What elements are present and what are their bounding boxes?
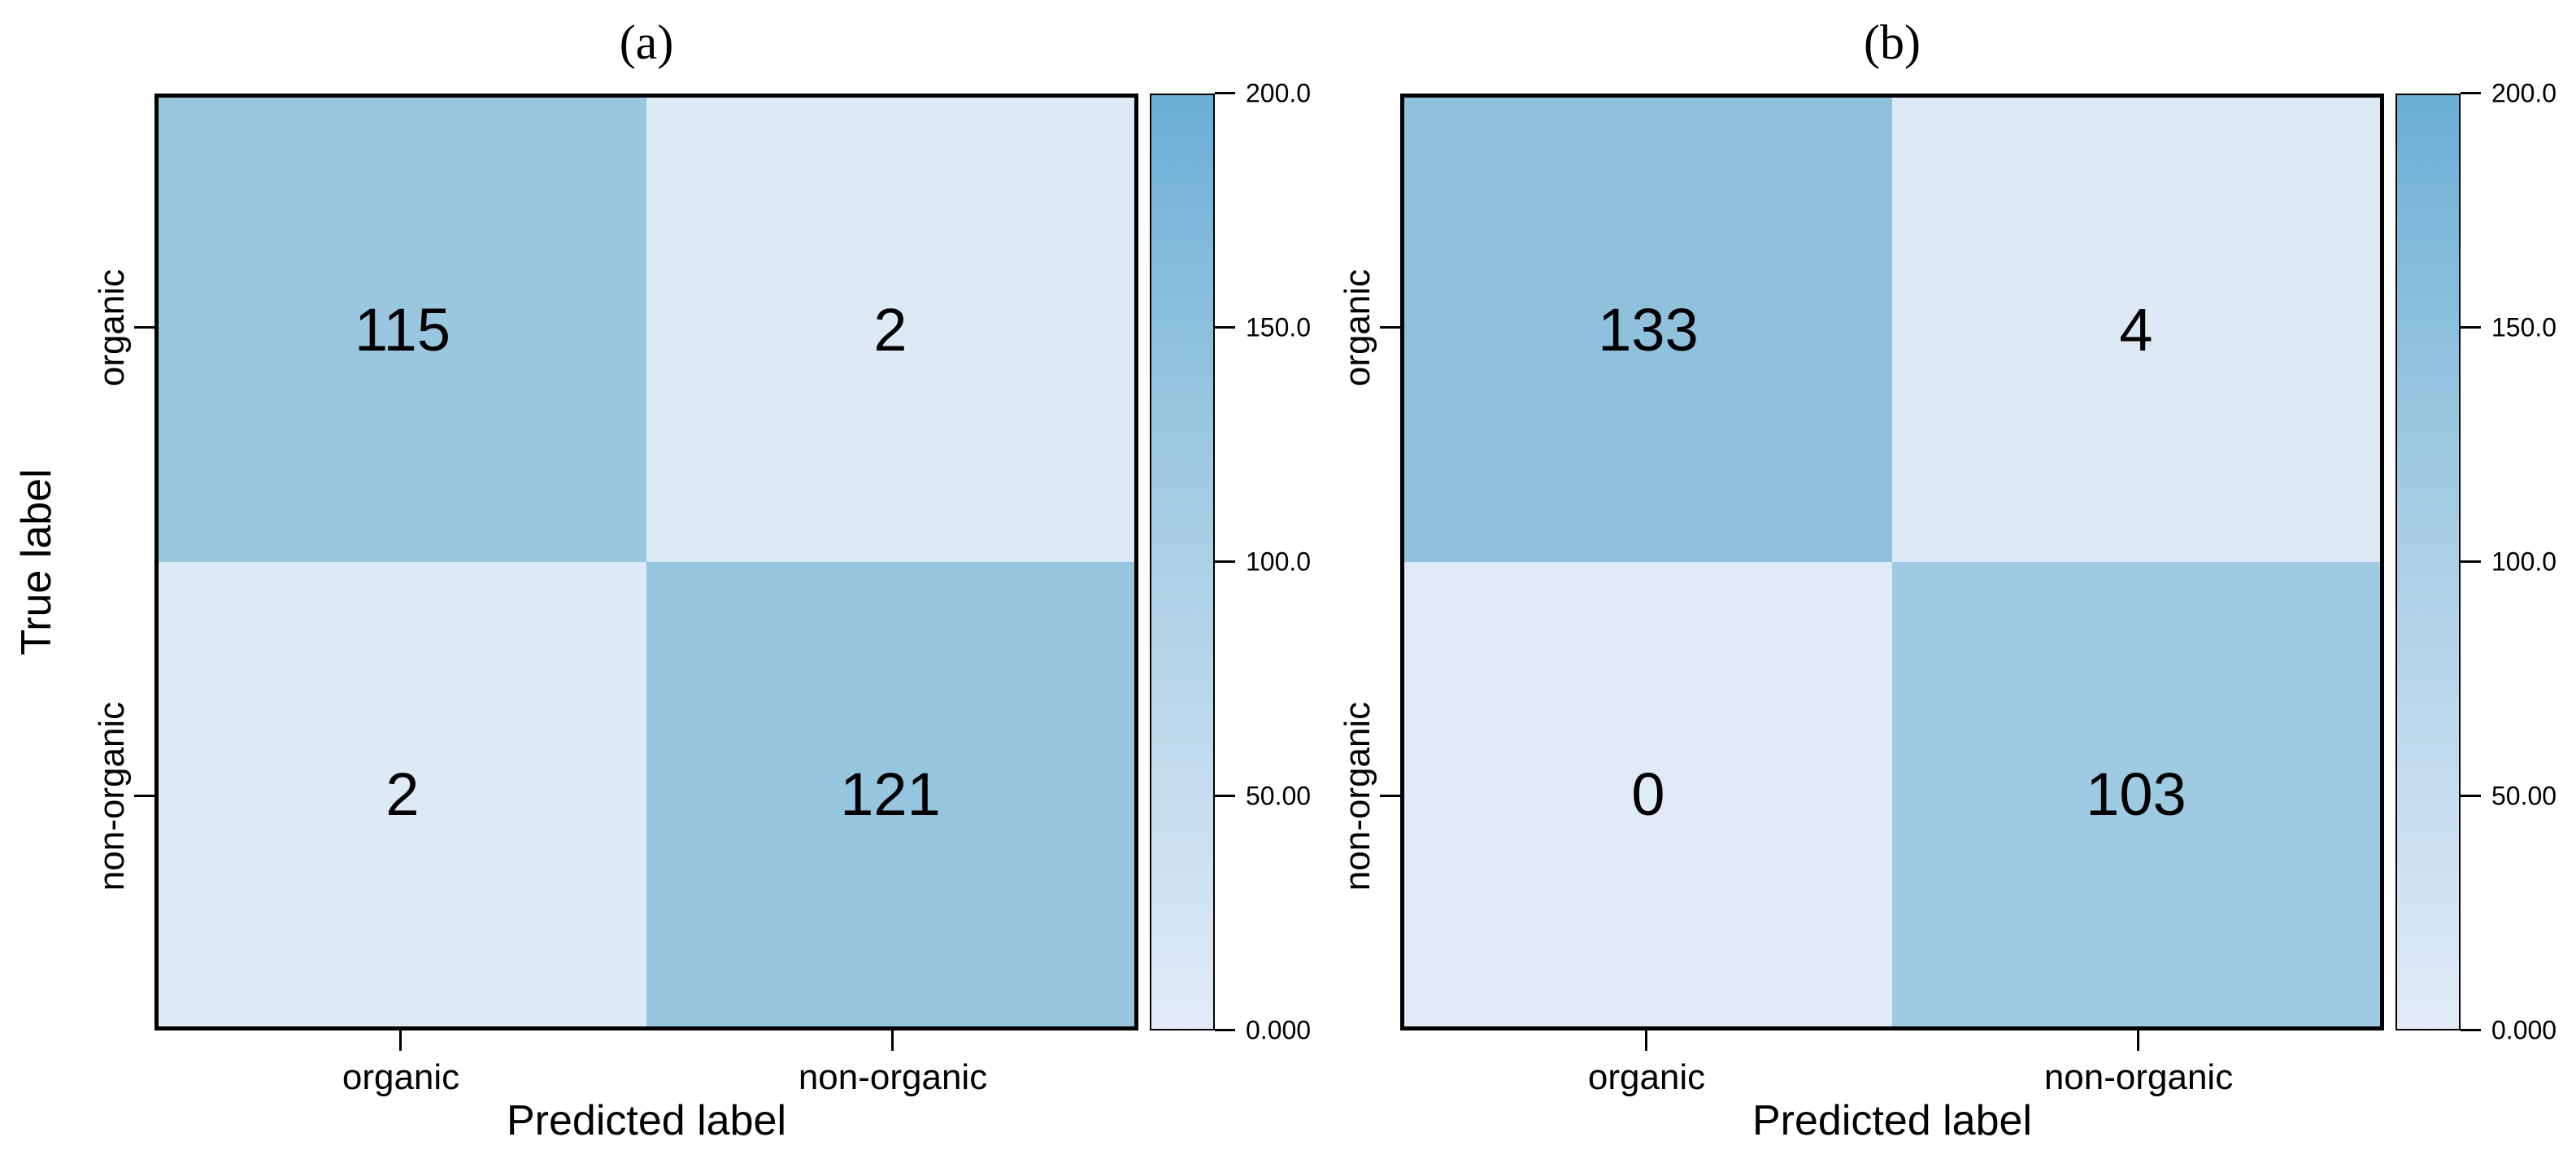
colorbar-tick-mark <box>2461 560 2481 563</box>
panel-a-title: (a) <box>619 15 674 69</box>
colorbar-tick-label: 100.0 <box>1246 547 1312 577</box>
cell-b-true-organic-pred-nonorganic: 4 <box>1892 98 2380 562</box>
cell-a-true-organic-pred-nonorganic: 2 <box>646 98 1134 562</box>
colorbar-tick-label: 200.0 <box>1246 78 1312 108</box>
y-tick-mark <box>1380 795 1400 797</box>
confusion-matrix-b: 133 4 0 103 <box>1400 94 2384 1030</box>
x-tick-label-non-organic: non-organic <box>798 1057 988 1097</box>
colorbar-tick-label: 0.000 <box>2491 1015 2557 1045</box>
panel-b: (b) 133 4 0 103 organic non-organic orga… <box>1338 0 2576 1172</box>
panel-a: (a) 115 2 2 121 organic non-organic orga… <box>13 0 1330 1172</box>
colorbar-tick-label: 0.000 <box>1246 1015 1312 1045</box>
colorbar-a <box>1150 94 1215 1030</box>
colorbar-b <box>2395 94 2461 1030</box>
colorbar-tick-label: 200.0 <box>2491 78 2557 108</box>
y-tick-label-non-organic: non-organic <box>92 701 132 891</box>
colorbar-tick-mark <box>2461 1029 2481 1031</box>
cell-a-true-organic-pred-organic: 115 <box>159 98 646 562</box>
colorbar-tick-label: 50.00 <box>2491 781 2557 811</box>
panel-b-title: (b) <box>1864 15 1921 69</box>
y-tick-label-organic: organic <box>1338 268 1377 387</box>
y-axis-title: True label <box>13 468 60 656</box>
confusion-matrix-a: 115 2 2 121 <box>154 94 1138 1030</box>
y-tick-label-non-organic: non-organic <box>1338 701 1377 891</box>
colorbar-tick-mark <box>1215 560 1235 563</box>
cell-b-true-nonorganic-pred-organic: 0 <box>1404 562 1892 1026</box>
x-tick-label-organic: organic <box>342 1057 460 1097</box>
y-tick-label-organic: organic <box>92 268 132 387</box>
y-tick-mark <box>1380 326 1400 329</box>
x-tick-mark <box>891 1030 894 1051</box>
colorbar-tick-label: 150.0 <box>2491 312 2557 342</box>
colorbar-tick-mark <box>1215 326 1235 329</box>
colorbar-tick-mark <box>2461 326 2481 329</box>
colorbar-tick-mark <box>2461 795 2481 797</box>
y-tick-mark <box>134 326 154 329</box>
cell-b-true-nonorganic-pred-nonorganic: 103 <box>1892 562 2380 1026</box>
cell-b-true-organic-pred-organic: 133 <box>1404 98 1892 562</box>
cell-a-true-nonorganic-pred-organic: 2 <box>159 562 646 1026</box>
x-tick-mark <box>399 1030 402 1051</box>
x-axis-title: Predicted label <box>507 1097 786 1144</box>
x-tick-label-non-organic: non-organic <box>2043 1057 2234 1097</box>
colorbar-tick-label: 50.00 <box>1246 781 1312 811</box>
x-tick-label-organic: organic <box>1587 1057 1706 1097</box>
colorbar-tick-mark <box>1215 92 1235 94</box>
colorbar-tick-mark <box>1215 795 1235 797</box>
x-axis-title: Predicted label <box>1752 1097 2032 1144</box>
colorbar-tick-label: 100.0 <box>2491 547 2557 577</box>
y-tick-mark <box>134 795 154 797</box>
cell-a-true-nonorganic-pred-nonorganic: 121 <box>646 562 1134 1026</box>
colorbar-tick-label: 150.0 <box>1246 312 1312 342</box>
x-tick-mark <box>1645 1030 1647 1051</box>
x-tick-mark <box>2137 1030 2139 1051</box>
colorbar-tick-mark <box>1215 1029 1235 1031</box>
colorbar-tick-mark <box>2461 92 2481 94</box>
